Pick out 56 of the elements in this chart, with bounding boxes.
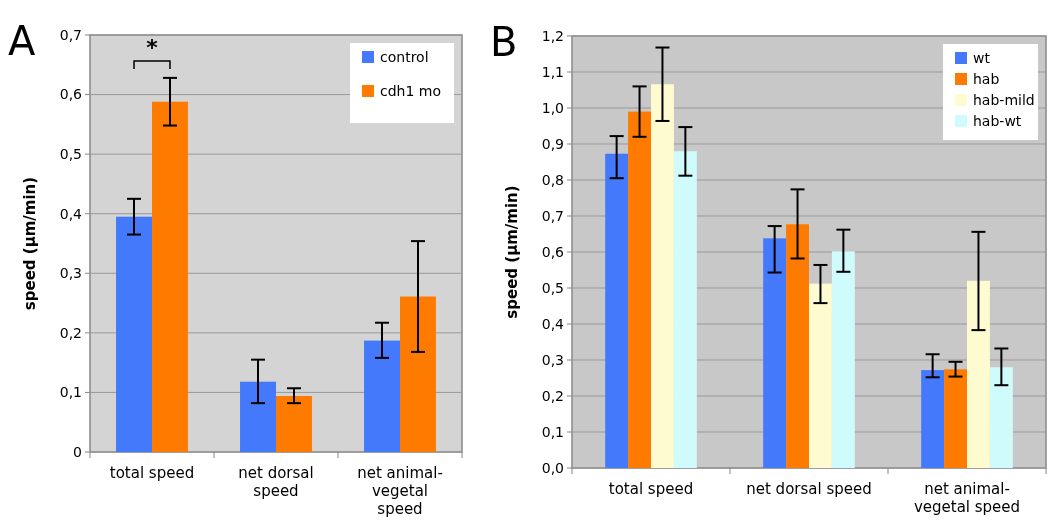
legend-label: hab: [973, 70, 1000, 87]
legend-label: cdh1 mo: [380, 82, 442, 99]
bar: [628, 111, 651, 468]
x-tick-label: net animal-vegetal speed: [913, 480, 1021, 516]
bar: [605, 153, 629, 468]
x-tick-label: total speed: [109, 464, 195, 482]
legend-label: control: [380, 48, 429, 65]
bar: [276, 396, 312, 452]
x-tick-label: net dorsal speed: [238, 464, 314, 500]
x-tick-label: total speed: [608, 480, 694, 498]
y-tick-label: 0,5: [59, 146, 82, 163]
y-tick-label: 0,1: [541, 423, 564, 440]
bar: [651, 84, 674, 468]
y-tick-label: 0,3: [541, 351, 564, 368]
bar: [921, 370, 945, 468]
bar: [831, 251, 855, 468]
y-tick-label: 0,0: [541, 459, 564, 476]
y-tick-label: 0,7: [541, 207, 564, 224]
bar: [763, 238, 787, 468]
y-tick-label: 0,3: [59, 265, 82, 282]
chart-title: B: [490, 19, 518, 65]
y-tick-label: 0,1: [59, 384, 82, 401]
x-tick-label: net dorsal speed: [746, 480, 872, 498]
bar: [944, 369, 967, 468]
y-tick-label: 0,4: [541, 315, 565, 332]
bar: [400, 296, 436, 452]
bar: [786, 224, 809, 468]
y-tick-label: 1,1: [541, 63, 564, 80]
bar: [989, 367, 1013, 468]
bar: [152, 101, 188, 452]
bar: [364, 340, 400, 452]
y-tick-label: 0,6: [541, 243, 565, 260]
legend-label: wt: [973, 49, 991, 66]
y-tick-label: 0,7: [59, 26, 82, 43]
y-tick-label: 0,6: [59, 86, 83, 103]
y-axis-title: speed (µm/min): [503, 185, 521, 319]
legend-label: hab-mild: [973, 91, 1035, 108]
bar: [967, 280, 990, 468]
y-tick-label: 0: [73, 443, 82, 460]
y-tick-label: 1,0: [541, 99, 564, 116]
chart-title: A: [8, 18, 36, 64]
y-tick-label: 0,9: [541, 135, 564, 152]
y-tick-label: 0,8: [541, 171, 564, 188]
y-tick-label: 0,2: [541, 387, 564, 404]
y-tick-label: 0,2: [59, 324, 82, 341]
bar: [116, 216, 152, 452]
y-tick-label: 1,2: [541, 27, 564, 44]
legend-label: hab-wt: [973, 112, 1022, 129]
bar: [240, 381, 276, 452]
bar: [809, 283, 832, 468]
x-tick-label: net animal-vegetal speed: [357, 464, 443, 518]
y-tick-label: 0,5: [541, 279, 564, 296]
y-axis-title: speed (µm/min): [21, 176, 39, 311]
y-tick-label: 0,4: [59, 205, 83, 222]
annotation: *: [146, 35, 159, 60]
bar: [673, 151, 697, 468]
